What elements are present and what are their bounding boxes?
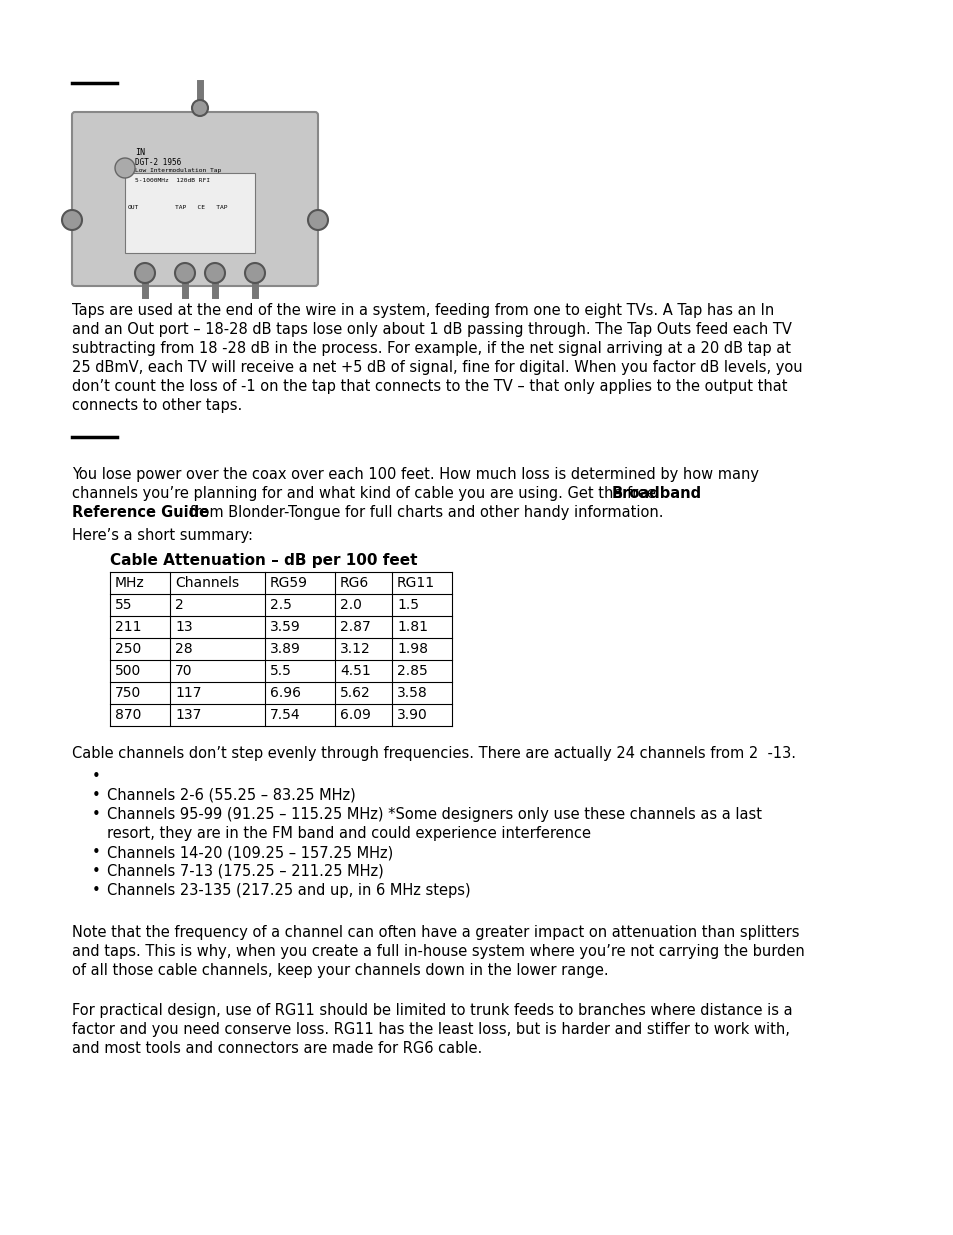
FancyBboxPatch shape [71,112,317,287]
Text: 28: 28 [174,642,193,656]
Text: 3.89: 3.89 [270,642,300,656]
Text: and most tools and connectors are made for RG6 cable.: and most tools and connectors are made f… [71,1041,482,1056]
Text: and an Out port – 18-28 dB taps lose only about 1 dB passing through. The Tap Ou: and an Out port – 18-28 dB taps lose onl… [71,322,791,337]
Text: 1.98: 1.98 [396,642,428,656]
Text: Channels 7-13 (175.25 – 211.25 MHz): Channels 7-13 (175.25 – 211.25 MHz) [107,864,383,879]
Text: •: • [91,806,101,823]
Text: 211: 211 [115,620,141,634]
Text: •: • [91,864,101,879]
Bar [125,173,254,253]
Text: 870: 870 [115,708,141,722]
Text: For practical design, use of RG11 should be limited to trunk feeds to branches w: For practical design, use of RG11 should… [71,1003,792,1018]
Text: 3.90: 3.90 [396,708,427,722]
Text: RG6: RG6 [339,576,369,590]
Text: 13: 13 [174,620,193,634]
Text: connects to other taps.: connects to other taps. [71,398,242,412]
Text: 137: 137 [174,708,201,722]
Circle shape [205,263,225,283]
Text: 7.54: 7.54 [270,708,300,722]
Circle shape [192,100,208,116]
Text: from Blonder-Tongue for full charts and other handy information.: from Blonder-Tongue for full charts and … [185,505,662,520]
Text: Channels 23-135 (217.25 and up, in 6 MHz steps): Channels 23-135 (217.25 and up, in 6 MHz… [107,883,470,898]
Text: RG11: RG11 [396,576,435,590]
Text: Channels 14-20 (109.25 – 157.25 MHz): Channels 14-20 (109.25 – 157.25 MHz) [107,845,393,860]
Text: •: • [91,845,101,860]
Text: Here’s a short summary:: Here’s a short summary: [71,529,253,543]
Text: of all those cable channels, keep your channels down in the lower range.: of all those cable channels, keep your c… [71,963,608,978]
Text: 750: 750 [115,685,141,700]
Text: 117: 117 [174,685,201,700]
Text: 5.62: 5.62 [339,685,371,700]
Text: •: • [91,883,101,898]
Text: Cable channels don’t step evenly through frequencies. There are actually 24 chan: Cable channels don’t step evenly through… [71,746,795,761]
Text: Broadband: Broadband [612,487,701,501]
Text: and taps. This is why, when you create a full in-house system where you’re not c: and taps. This is why, when you create a… [71,944,804,960]
Text: 70: 70 [174,664,193,678]
Text: DGT-2 1956: DGT-2 1956 [135,158,181,167]
Text: don’t count the loss of -1 on the tap that connects to the TV – that only applie: don’t count the loss of -1 on the tap th… [71,379,786,394]
Text: 3.12: 3.12 [339,642,371,656]
Text: 25 dBmV, each TV will receive a net +5 dB of signal, fine for digital. When you : 25 dBmV, each TV will receive a net +5 d… [71,359,801,375]
Text: Channels 2-6 (55.25 – 83.25 MHz): Channels 2-6 (55.25 – 83.25 MHz) [107,788,355,803]
Text: 6.96: 6.96 [270,685,301,700]
Text: 2: 2 [174,598,184,613]
Text: channels you’re planning for and what kind of cable you are using. Get the free: channels you’re planning for and what ki… [71,487,659,501]
Text: Note that the frequency of a channel can often have a greater impact on attenuat: Note that the frequency of a channel can… [71,925,799,940]
Text: 500: 500 [115,664,141,678]
Text: 5.5: 5.5 [270,664,292,678]
Circle shape [308,210,328,230]
Text: 3.58: 3.58 [396,685,427,700]
Text: 250: 250 [115,642,141,656]
Circle shape [115,158,135,178]
Text: OUT: OUT [128,205,139,210]
Text: Taps are used at the end of the wire in a system, feeding from one to eight TVs.: Taps are used at the end of the wire in … [71,303,774,317]
Text: 3.59: 3.59 [270,620,300,634]
Text: 2.85: 2.85 [396,664,427,678]
Text: 6.09: 6.09 [339,708,371,722]
Text: RG59: RG59 [270,576,308,590]
Text: 4.51: 4.51 [339,664,371,678]
Text: Low Intermodulation Tap: Low Intermodulation Tap [135,168,221,173]
Text: Cable Attenuation – dB per 100 feet: Cable Attenuation – dB per 100 feet [110,553,417,568]
Text: Channels: Channels [174,576,239,590]
Text: 5-1000MHz  120dB RFI: 5-1000MHz 120dB RFI [135,178,210,183]
Text: subtracting from 18 -28 dB in the process. For example, if the net signal arrivi: subtracting from 18 -28 dB in the proces… [71,341,790,356]
Circle shape [245,263,265,283]
Text: 2.0: 2.0 [339,598,361,613]
Text: 2.87: 2.87 [339,620,371,634]
Text: resort, they are in the FM band and could experience interference: resort, they are in the FM band and coul… [107,826,590,841]
Text: •: • [91,769,101,784]
Circle shape [135,263,154,283]
Text: Reference Guide: Reference Guide [71,505,209,520]
Text: You lose power over the coax over each 100 feet. How much loss is determined by : You lose power over the coax over each 1… [71,467,759,482]
Text: factor and you need conserve loss. RG11 has the least loss, but is harder and st: factor and you need conserve loss. RG11 … [71,1023,789,1037]
Text: Channels 95-99 (91.25 – 115.25 MHz) *Some designers only use these channels as a: Channels 95-99 (91.25 – 115.25 MHz) *Som… [107,806,761,823]
Text: 1.5: 1.5 [396,598,418,613]
Text: 55: 55 [115,598,132,613]
Circle shape [174,263,194,283]
Text: MHz: MHz [115,576,145,590]
Text: 1.81: 1.81 [396,620,428,634]
Text: IN: IN [135,148,145,157]
Circle shape [62,210,82,230]
Text: TAP   CE   TAP: TAP CE TAP [174,205,227,210]
Text: •: • [91,788,101,803]
Text: 2.5: 2.5 [270,598,292,613]
